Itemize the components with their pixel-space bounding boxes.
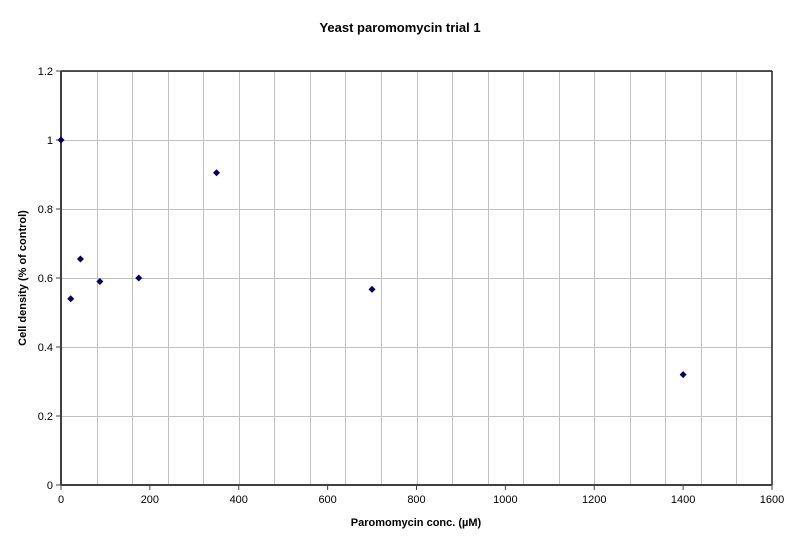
- x-tick-label: 1200: [582, 494, 606, 506]
- x-tick-label: 600: [318, 494, 336, 506]
- x-tick-label: 1000: [493, 494, 517, 506]
- data-point-diamond: [96, 277, 104, 285]
- y-axis-ticks: 0 0.2 0.4 0.6 0.8 1 1.2: [38, 66, 61, 492]
- y-tick-label: 0.4: [38, 342, 53, 354]
- x-axis-ticks: 0 200 400 600 800 1000 1200 1400 1600: [58, 485, 784, 506]
- data-point-diamond: [57, 136, 65, 144]
- data-point-diamond: [213, 169, 221, 177]
- x-tick-label: 200: [141, 494, 159, 506]
- y-tick-label: 1.2: [38, 66, 53, 78]
- x-tick-label: 400: [230, 494, 248, 506]
- chart-title: Yeast paromomycin trial 1: [319, 20, 481, 35]
- y-tick-label: 1: [47, 135, 53, 147]
- x-tick-label: 1600: [760, 494, 784, 506]
- x-axis-title: Paromomycin conc. (µM): [351, 517, 482, 529]
- y-tick-label: 0.6: [38, 273, 53, 285]
- y-tick-label: 0: [47, 480, 53, 492]
- data-point-diamond: [76, 255, 84, 263]
- x-tick-label: 800: [407, 494, 425, 506]
- y-tick-label: 0.8: [38, 204, 53, 216]
- y-tick-label: 0.2: [38, 411, 53, 423]
- y-axis-title: Cell density (% of control): [17, 210, 29, 346]
- x-tick-label: 1400: [671, 494, 695, 506]
- data-point-diamond: [135, 274, 143, 282]
- data-point-diamond: [679, 371, 687, 379]
- x-tick-label: 0: [58, 494, 64, 506]
- data-point-diamond: [67, 295, 75, 303]
- gridlines: [61, 71, 772, 485]
- data-points: [57, 136, 687, 379]
- data-point-diamond: [368, 285, 376, 293]
